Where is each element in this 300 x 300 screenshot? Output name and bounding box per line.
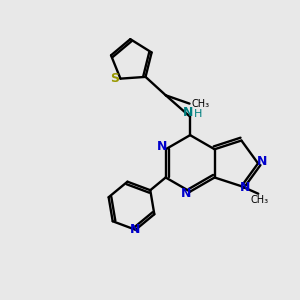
Text: N: N (240, 181, 250, 194)
Text: N: N (183, 106, 193, 119)
Text: N: N (181, 188, 191, 200)
Text: N: N (130, 223, 141, 236)
Text: CH₃: CH₃ (251, 195, 269, 205)
Text: N: N (256, 155, 267, 168)
Text: CH₃: CH₃ (192, 99, 210, 109)
Text: N: N (157, 140, 167, 153)
Text: H: H (194, 109, 202, 119)
Text: S: S (111, 72, 120, 85)
